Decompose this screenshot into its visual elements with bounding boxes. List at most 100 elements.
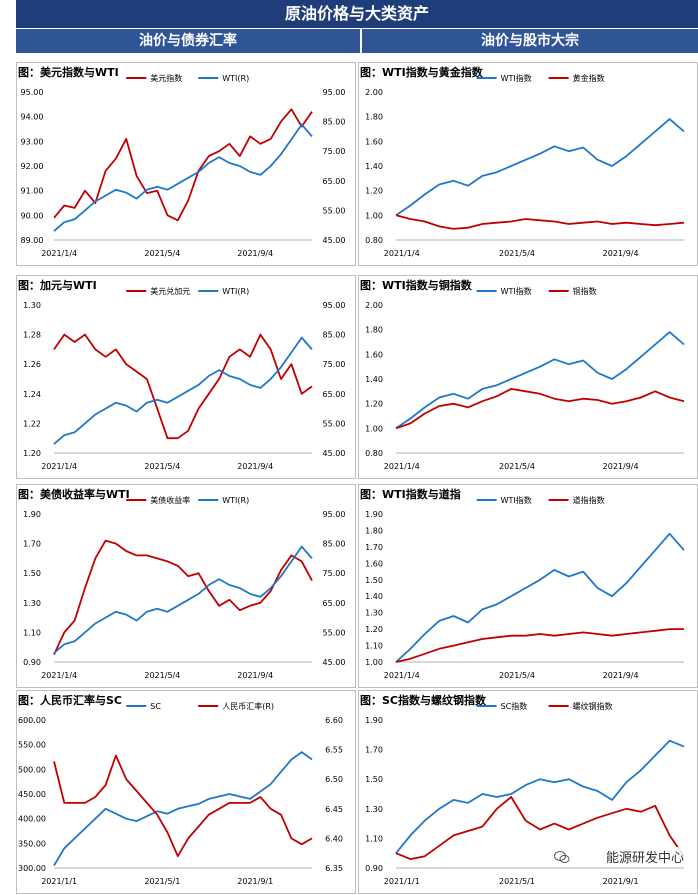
y-tick-label: 1.20 <box>365 187 383 196</box>
x-tick-label: 2021/1/4 <box>41 249 77 258</box>
y-tick-label: 1.20 <box>365 400 383 409</box>
x-tick-label: 2021/9/4 <box>237 249 273 258</box>
y-tick-label: 1.50 <box>365 775 383 784</box>
y-tick-label: 1.30 <box>23 301 41 310</box>
x-tick-label: 2021/5/4 <box>144 249 180 258</box>
y-tick-label: 550.00 <box>18 741 46 750</box>
y-tick-label: 1.50 <box>23 569 41 578</box>
y-tick-label: 1.00 <box>365 658 383 667</box>
y-tick-label: 89.00 <box>21 236 44 245</box>
x-tick-label: 2021/1/4 <box>384 462 420 471</box>
y-tick-label: 1.30 <box>365 805 383 814</box>
y-tick-label: 300.00 <box>18 864 46 873</box>
series-line <box>53 108 313 222</box>
legend-label: WTI指数 <box>501 286 532 296</box>
y-tick-label: 95.00 <box>21 88 44 97</box>
chart-frame <box>16 484 356 688</box>
y-tick-label: 1.22 <box>23 419 41 428</box>
y-tick-label: 1.10 <box>365 834 383 843</box>
section-header-left: 油价与债券汇率 <box>16 29 360 53</box>
legend-label: 螺纹钢指数 <box>573 701 613 711</box>
x-tick-label: 2021/1/4 <box>41 671 77 680</box>
y2-tick-label: 65.00 <box>323 177 346 186</box>
y-tick-label: 1.90 <box>365 510 383 519</box>
chart-title: 图：人民币汇率与SC <box>18 694 122 707</box>
y2-tick-label: 6.50 <box>325 775 343 784</box>
x-tick-label: 2021/1/1 <box>384 877 420 886</box>
chart-svg: 1.20 1.22 1.24 1.26 1.28 1.30 45.00 55.00 65.00 7… <box>16 275 356 479</box>
y-tick-label: 1.10 <box>23 628 41 637</box>
legend-label: 道指指数 <box>573 495 605 505</box>
y-tick-label: 1.26 <box>23 360 41 369</box>
series-line <box>53 545 313 654</box>
y-tick-label: 500.00 <box>18 765 46 774</box>
legend-label: WTI(R) <box>222 496 249 505</box>
y2-tick-label: 55.00 <box>323 206 346 215</box>
y-tick-label: 1.20 <box>23 449 41 458</box>
y-tick-label: 1.20 <box>365 625 383 634</box>
y-tick-label: 91.00 <box>21 187 44 196</box>
y-tick-label: 1.80 <box>365 326 383 335</box>
chart-title: 图：WTI指数与道指 <box>360 488 461 501</box>
x-tick-label: 2021/9/4 <box>237 462 273 471</box>
legend-label: WTI(R) <box>222 287 249 296</box>
chart-svg: 0.80 1.00 1.20 1.40 1.60 1.80 2.00 2021/1/4 2021… <box>358 275 698 479</box>
chart-frame <box>358 62 698 266</box>
y2-tick-label: 6.45 <box>325 805 343 814</box>
legend-label: WTI指数 <box>501 73 532 83</box>
chart-panel: 0.80 1.00 1.20 1.40 1.60 1.80 2.00 2021/1/4 2021… <box>358 275 698 480</box>
y-tick-label: 1.40 <box>365 592 383 601</box>
y-tick-label: 1.60 <box>365 559 383 568</box>
legend-label: 人民币汇率(R) <box>222 701 274 711</box>
chart-panel: 1.00 1.10 1.20 1.30 1.40 1.50 1.60 1.70 1.80 1.90… <box>358 484 698 689</box>
x-tick-label: 2021/1/4 <box>41 462 77 471</box>
y2-tick-label: 45.00 <box>323 236 346 245</box>
y2-tick-label: 6.60 <box>325 716 343 725</box>
y-tick-label: 0.80 <box>365 236 383 245</box>
chart-frame <box>16 690 356 894</box>
chart-title: 图：WTI指数与铜指数 <box>360 279 472 292</box>
y-tick-label: 1.50 <box>365 576 383 585</box>
x-tick-label: 2021/9/4 <box>603 462 639 471</box>
series-line <box>395 628 684 663</box>
chart-svg: 1.00 1.10 1.20 1.30 1.40 1.50 1.60 1.70 1.80 1.90… <box>358 484 698 688</box>
y-tick-label: 450.00 <box>18 790 46 799</box>
y2-tick-label: 6.55 <box>325 746 343 755</box>
y-tick-label: 400.00 <box>18 815 46 824</box>
y-tick-label: 600.00 <box>18 716 46 725</box>
y-tick-label: 1.80 <box>365 113 383 122</box>
series-line <box>53 751 313 866</box>
y-tick-label: 1.00 <box>365 424 383 433</box>
y2-tick-label: 6.35 <box>325 864 343 873</box>
y-tick-label: 1.40 <box>365 375 383 384</box>
series-line <box>395 331 685 430</box>
y2-tick-label: 65.00 <box>323 390 346 399</box>
series-line <box>53 123 313 232</box>
x-tick-label: 2021/1/4 <box>384 671 420 680</box>
y-tick-label: 1.90 <box>23 510 41 519</box>
series-line <box>395 796 685 861</box>
y2-tick-label: 85.00 <box>323 331 346 340</box>
series-line <box>395 739 685 854</box>
y2-tick-label: 95.00 <box>323 301 346 310</box>
y-tick-label: 1.30 <box>365 609 383 618</box>
y-tick-label: 94.00 <box>21 113 44 122</box>
chart-frame <box>16 275 356 479</box>
y2-tick-label: 65.00 <box>323 599 346 608</box>
y-tick-label: 0.90 <box>23 658 41 667</box>
legend-label: WTI指数 <box>501 495 532 505</box>
chart-title: 图：SC指数与螺纹钢指数 <box>360 694 486 707</box>
y-tick-label: 1.40 <box>365 162 383 171</box>
legend-label: 美元兑加元 <box>150 286 190 296</box>
chart-svg: 89.00 90.00 91.00 92.00 93.00 94.00 95.00 45.00… <box>16 62 356 266</box>
y-tick-label: 1.70 <box>365 543 383 552</box>
x-tick-label: 2021/5/1 <box>144 877 180 886</box>
y2-tick-label: 45.00 <box>323 449 346 458</box>
legend-label: SC <box>150 702 161 711</box>
y-tick-label: 1.70 <box>365 746 383 755</box>
y-tick-label: 1.80 <box>365 526 383 535</box>
y2-tick-label: 55.00 <box>323 419 346 428</box>
x-tick-label: 2021/9/4 <box>237 671 273 680</box>
x-tick-label: 2021/9/1 <box>603 877 639 886</box>
chart-panel: 300.00 350.00 400.00 450.00 500.00 550.00 600.… <box>16 690 359 895</box>
